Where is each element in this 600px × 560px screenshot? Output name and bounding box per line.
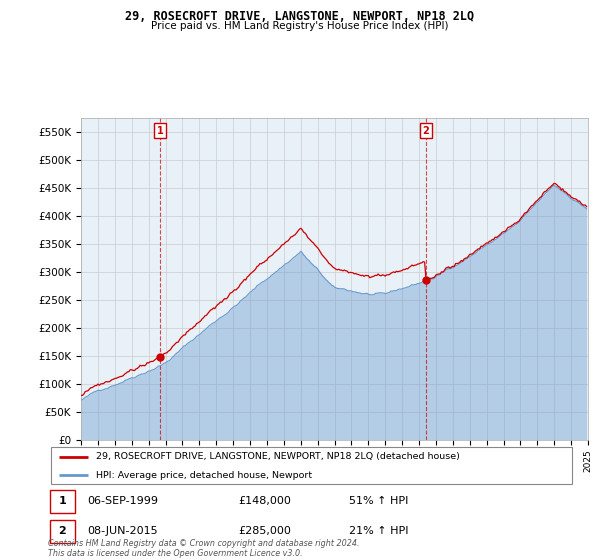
Text: 08-JUN-2015: 08-JUN-2015 [88,526,158,536]
Text: £148,000: £148,000 [238,496,291,506]
Text: Contains HM Land Registry data © Crown copyright and database right 2024.
This d: Contains HM Land Registry data © Crown c… [48,539,359,558]
Text: 51% ↑ HPI: 51% ↑ HPI [349,496,409,506]
FancyBboxPatch shape [50,447,572,484]
Text: 06-SEP-1999: 06-SEP-1999 [88,496,158,506]
FancyBboxPatch shape [50,520,75,543]
Text: 2: 2 [58,526,66,536]
Text: 29, ROSECROFT DRIVE, LANGSTONE, NEWPORT, NP18 2LQ: 29, ROSECROFT DRIVE, LANGSTONE, NEWPORT,… [125,10,475,22]
Text: 1: 1 [157,125,163,136]
Text: HPI: Average price, detached house, Newport: HPI: Average price, detached house, Newp… [95,471,311,480]
Text: 29, ROSECROFT DRIVE, LANGSTONE, NEWPORT, NP18 2LQ (detached house): 29, ROSECROFT DRIVE, LANGSTONE, NEWPORT,… [95,452,460,461]
Text: 21% ↑ HPI: 21% ↑ HPI [349,526,409,536]
FancyBboxPatch shape [50,489,75,512]
Text: £285,000: £285,000 [238,526,291,536]
Text: Price paid vs. HM Land Registry's House Price Index (HPI): Price paid vs. HM Land Registry's House … [151,21,449,31]
Text: 2: 2 [423,125,430,136]
Text: 1: 1 [58,496,66,506]
